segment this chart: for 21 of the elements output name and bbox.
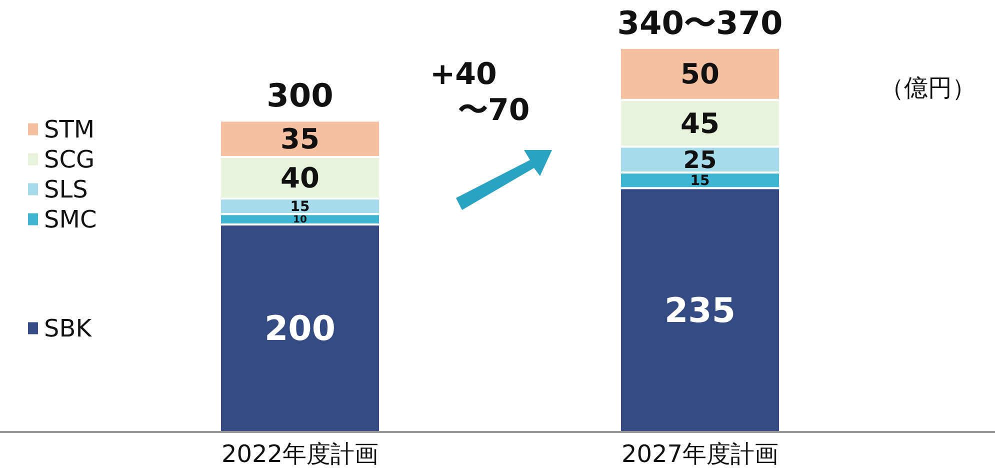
legend-label: SCG	[44, 146, 95, 174]
data-label: 25	[683, 146, 717, 174]
data-label: 15	[690, 173, 710, 190]
x-tick-label: 2022年度計画	[221, 440, 379, 468]
data-label: 15	[290, 199, 310, 216]
legend-label: SLS	[44, 176, 88, 204]
total-label: 300	[266, 76, 334, 115]
x-tick-label: 2027年度計画	[621, 440, 779, 468]
legend-label: STM	[44, 116, 95, 144]
data-label: 45	[680, 107, 720, 140]
legend-label: SMC	[44, 206, 97, 234]
legend-label: SBK	[44, 314, 93, 343]
annotation: +40 〜70	[430, 57, 530, 128]
data-label: 235	[664, 290, 736, 331]
data-label: 50	[680, 58, 720, 91]
data-label: 10	[293, 214, 307, 226]
data-label: 200	[264, 309, 336, 350]
data-label: 40	[280, 162, 320, 195]
annotation: （億円）	[880, 74, 976, 102]
data-label: 35	[280, 122, 320, 156]
total-label: 340〜370	[617, 4, 783, 42]
